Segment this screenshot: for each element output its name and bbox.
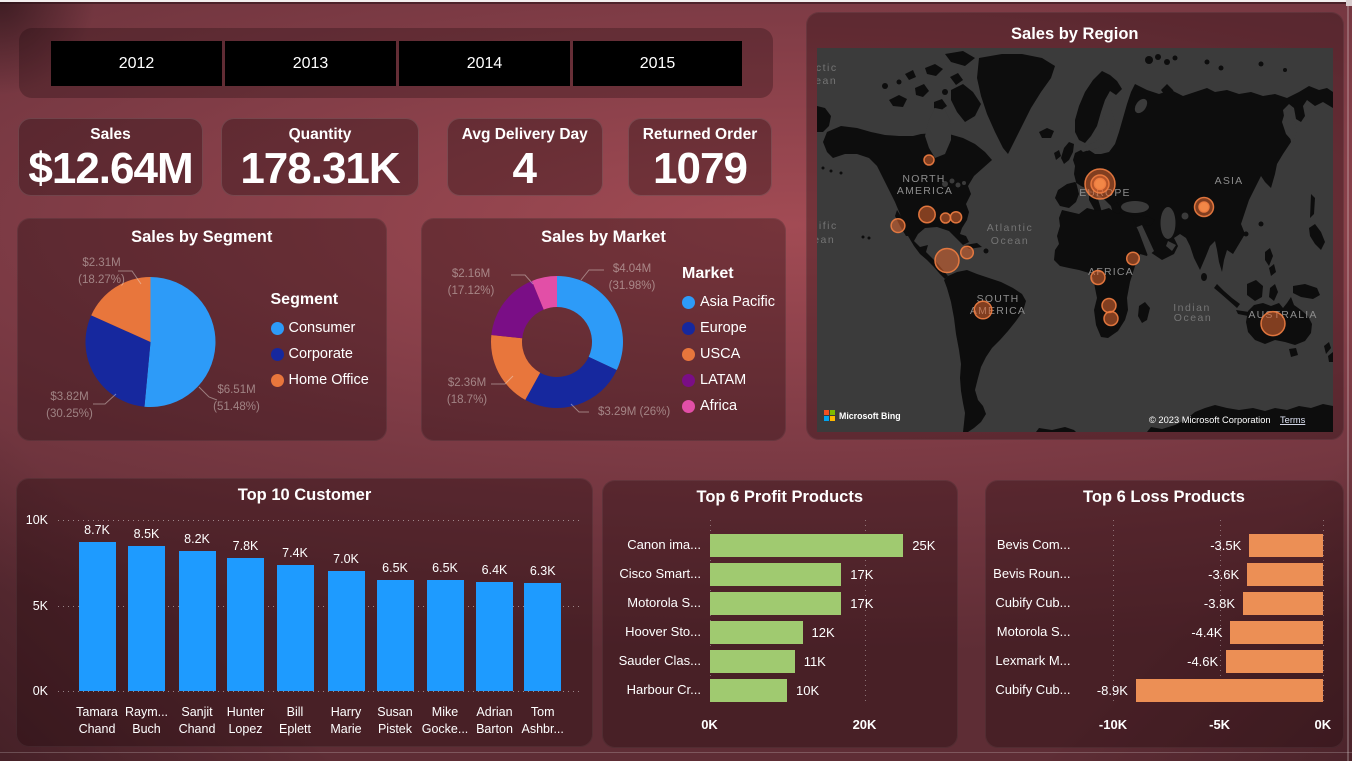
- svg-text:Terms: Terms: [1280, 415, 1306, 425]
- svg-text:Ocean: Ocean: [1174, 312, 1212, 324]
- svg-text:Ocean: Ocean: [817, 75, 837, 87]
- svg-text:Ocean: Ocean: [991, 235, 1029, 247]
- svg-text:Microsoft Bing: Microsoft Bing: [839, 411, 901, 421]
- svg-text:Arctic: Arctic: [817, 62, 838, 74]
- svg-text:NORTH: NORTH: [902, 173, 945, 185]
- svg-text:Indian: Indian: [1173, 302, 1211, 314]
- svg-text:Pacific: Pacific: [817, 220, 838, 232]
- svg-text:Ocean: Ocean: [817, 234, 835, 246]
- svg-text:Atlantic: Atlantic: [987, 222, 1033, 234]
- svg-text:AMERICA: AMERICA: [897, 185, 953, 197]
- svg-text:ASIA: ASIA: [1215, 175, 1244, 187]
- svg-text:© 2023 Microsoft Corporation: © 2023 Microsoft Corporation: [1149, 415, 1271, 425]
